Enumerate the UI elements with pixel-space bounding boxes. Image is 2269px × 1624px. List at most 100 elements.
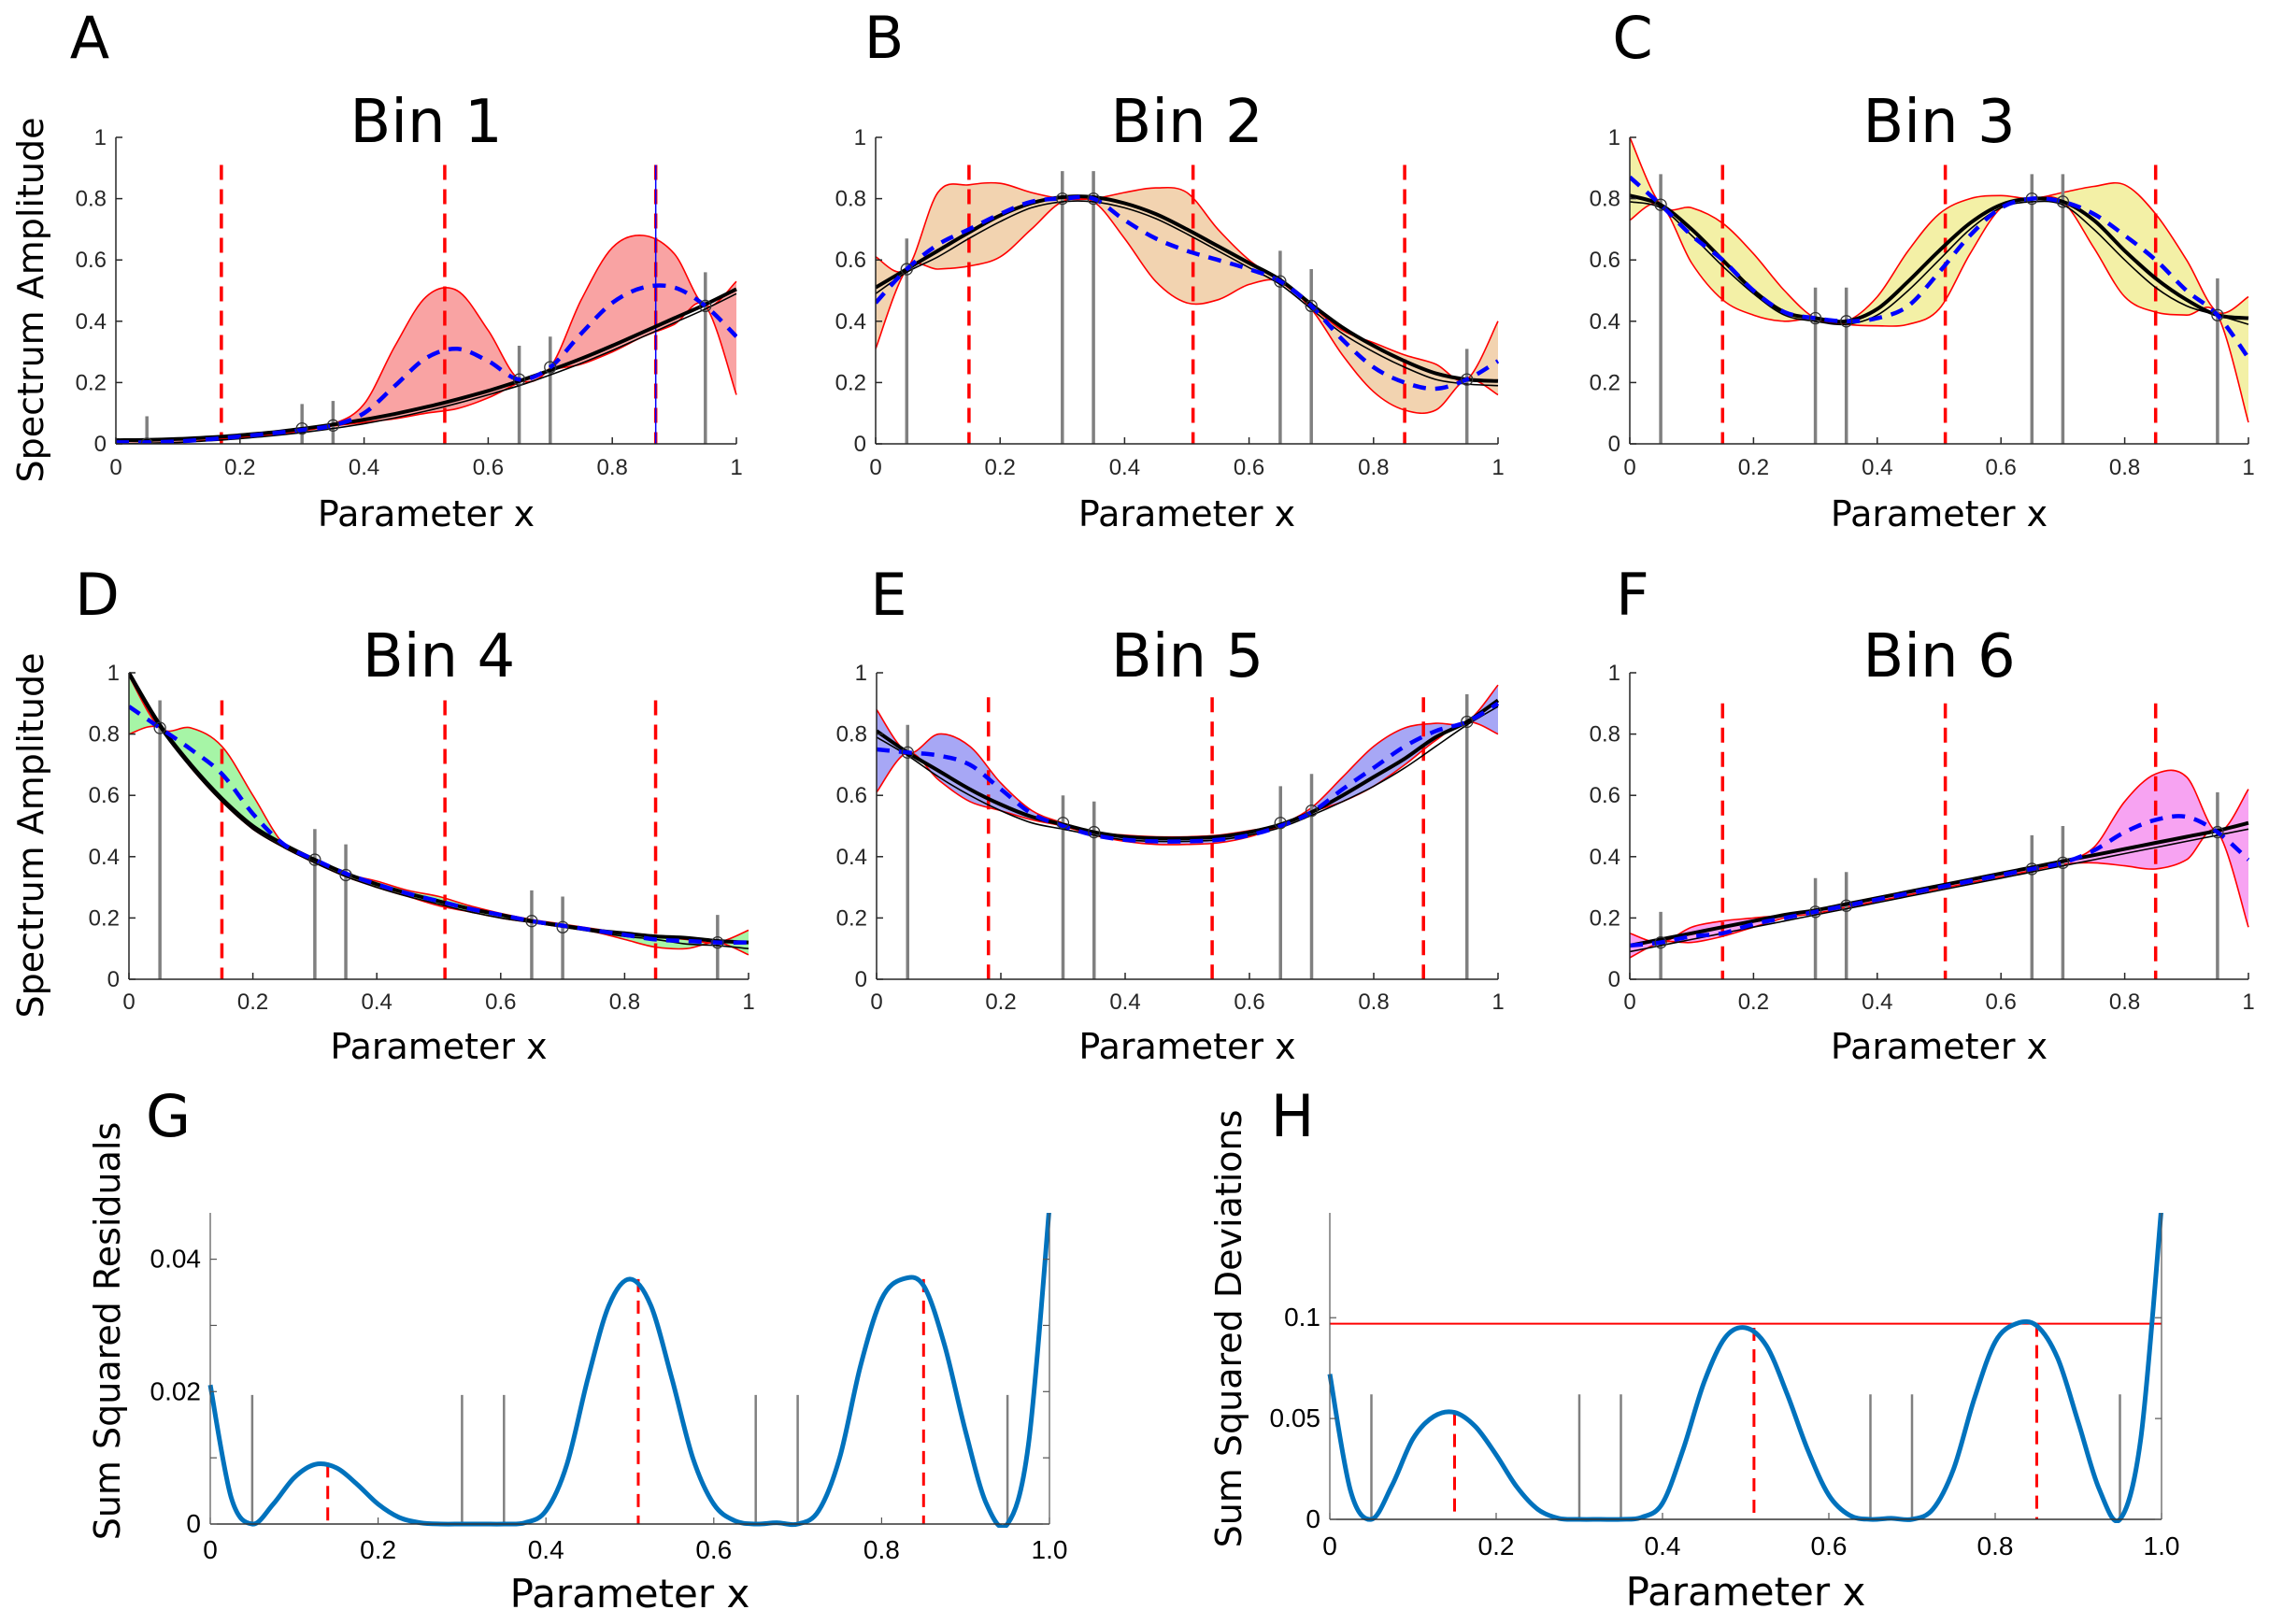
band-upper-edge [1630,136,2249,324]
sample-marker [2025,862,2038,876]
plot-area [129,671,749,979]
plot-area [207,1213,1051,1528]
sample-marker [1654,198,1667,211]
y-tick-label: 0.2 [89,905,120,931]
band-lower-edge [876,196,1499,414]
y-tick-label: 0.2 [835,370,866,395]
panel-c: 0 0.2 0.4 0.6 0.8 1 0 0.2 0.4 0.6 0.8 1 Bin 3 Paramet… [1590,88,2255,534]
sample-marker [2056,856,2070,870]
x-tick-label: 0.6 [1234,990,1264,1015]
mean-dashed-curve [1630,814,2249,948]
x-axis-label: Parameter x [1078,1026,1295,1067]
y-tick-label: 0.8 [835,187,866,212]
y-tick-label: 0.2 [76,370,107,395]
y-tick-label: 0.2 [836,905,867,931]
x-tick-label: 1 [2242,990,2254,1015]
panel-letter-c: C [1612,4,1652,72]
x-tick-label: 0.2 [237,990,268,1015]
band-upper-edge [876,181,1499,382]
x-tick-label: 0 [122,990,135,1015]
x-tick-label: 1 [2242,455,2254,480]
x-tick-label: 1 [730,455,742,480]
sample-marker [326,419,340,432]
y-tick-label: 0 [854,432,866,457]
panel-letter-h: H [1271,1082,1315,1150]
x-tick-label: 1 [1491,455,1504,480]
x-tick-label: 0.6 [1986,990,2017,1015]
x-tick-label: 0.6 [473,455,504,480]
x-tick-label: 0.4 [1109,455,1140,480]
chart-title: Bin 5 [1111,622,1263,691]
x-tick-label: 0 [870,990,882,1015]
x-tick-label: 0.8 [2109,455,2140,480]
sample-marker [1461,373,1474,386]
y-tick-label: 0.6 [89,783,120,808]
sample-marker [1840,899,1853,912]
x-tick-label: 0.2 [1478,1531,1515,1560]
x-tick-label: 0 [1322,1531,1337,1560]
panel-letter-a: A [70,4,109,72]
sample-marker [556,920,569,933]
sample-marker [1056,192,1069,206]
y-tick-label: 0.6 [835,248,866,273]
y-tick-label: 0 [1306,1504,1320,1533]
x-tick-label: 0.4 [1645,1531,1681,1560]
chart-title: Bin 3 [1862,88,2015,157]
y-tick-label: 0 [1608,967,1620,992]
y-tick-label: 0.8 [89,722,120,748]
y-tick-label: 0.8 [1590,187,1620,212]
y-tick-label: 1 [94,125,107,150]
sample-marker [1305,804,1319,818]
x-tick-label: 1.0 [2144,1531,2180,1560]
x-tick-label: 0 [203,1535,218,1564]
sample-marker [525,915,538,928]
x-tick-label: 0.2 [1738,455,1769,480]
sample-marker [1461,715,1474,729]
y-tick-label: 0 [186,1509,201,1538]
y-tick-label: 0.1 [1284,1303,1320,1332]
x-tick-label: 0 [1623,990,1635,1015]
chart-title: Bin 1 [350,88,502,157]
confidence-band [876,182,1498,414]
sample-marker [2211,308,2224,321]
sample-marker [2056,195,2070,208]
x-tick-label: 0.8 [1358,455,1389,480]
y-tick-label: 0 [94,432,107,457]
sample-marker [308,853,321,866]
sum-curve [1327,1213,2163,1523]
sample-marker [1274,817,1287,830]
x-tick-label: 0.6 [1986,455,2017,480]
thin-black-curve [1630,200,2249,326]
x-axis-label: Parameter x [330,1026,547,1067]
x-tick-label: 0.6 [485,990,516,1015]
y-tick-label: 0.6 [76,248,107,273]
sample-marker [1274,275,1287,288]
y-tick-label: 1 [1608,125,1620,150]
y-tick-label: 0.04 [150,1245,202,1274]
x-axis-label: Parameter x [1626,1569,1866,1615]
panel-h: 0 0.05 0.1 0 0.2 0.4 0.6 0.8 1.0 Parameter x Sum S… [1208,1110,2179,1615]
x-tick-label: 0 [869,455,881,480]
sum-curve [207,1213,1051,1528]
x-axis-label: Parameter x [510,1571,750,1617]
sample-marker [1840,315,1853,328]
confidence-band [116,235,736,444]
y-tick-label: 0 [107,967,120,992]
sample-marker [2211,825,2224,839]
sample-marker [1808,905,1822,919]
chart-title: Bin 4 [363,622,515,691]
x-axis-label: Parameter x [1831,1026,2048,1067]
y-tick-label: 0.6 [1590,248,1620,273]
y-tick-label: 0.6 [836,783,867,808]
x-tick-label: 0.4 [528,1535,564,1564]
confidence-band [1630,137,2248,422]
sample-marker [339,868,352,882]
y-tick-label: 0.2 [1590,905,1620,931]
x-tick-label: 0.4 [1862,455,1892,480]
panel-letter-e: E [870,561,906,629]
panel-letter-f: F [1616,561,1649,629]
x-tick-label: 0.8 [2109,990,2140,1015]
x-tick-label: 0.6 [1234,455,1264,480]
y-tick-label: 0.4 [836,845,867,870]
